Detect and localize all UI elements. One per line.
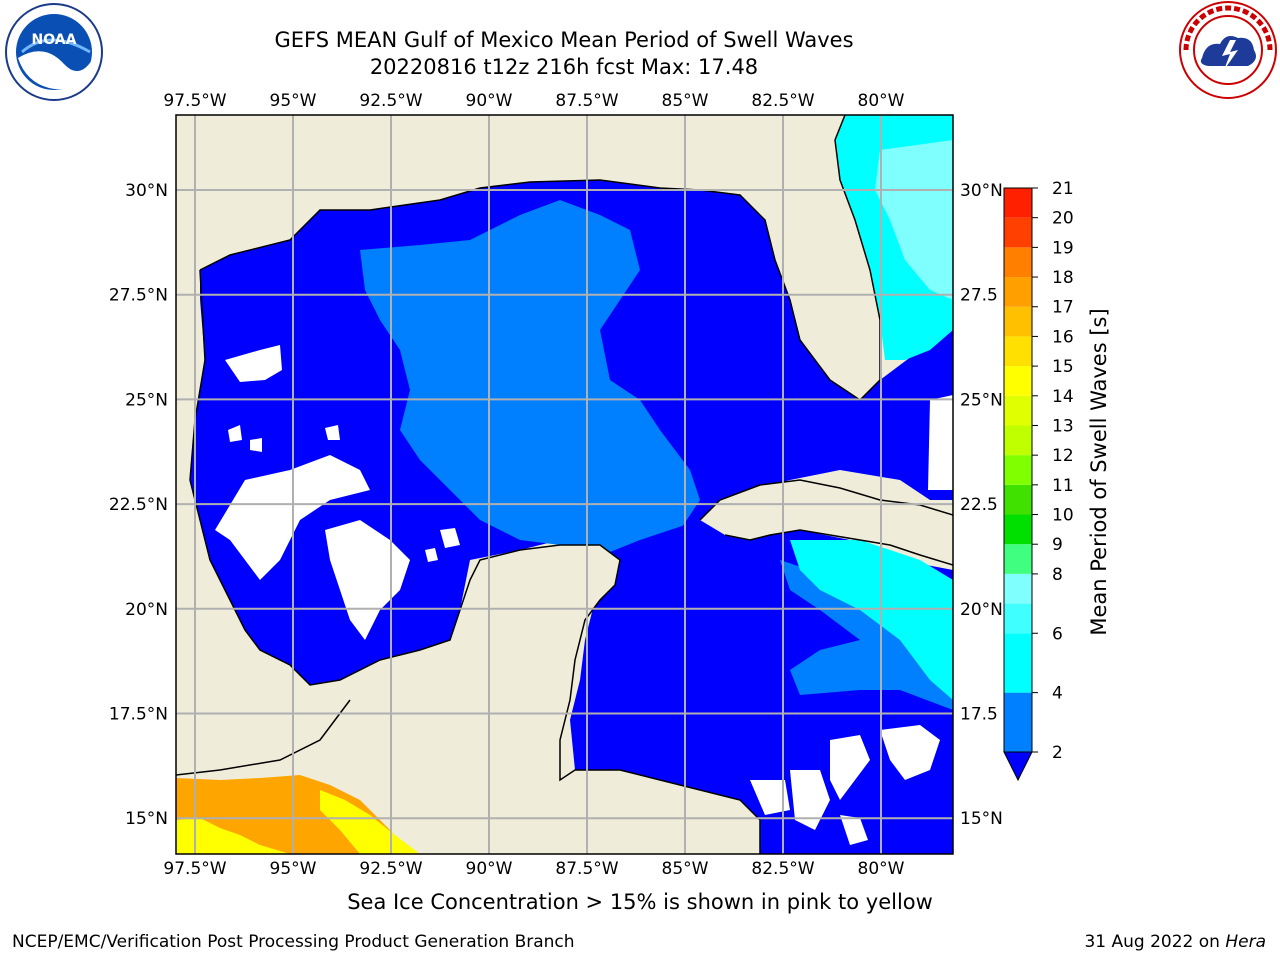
colorbar-tick-label: 19 (1052, 238, 1074, 258)
lon-tick-label: 95°W (270, 91, 317, 111)
lon-tick-label: 87.5°W (555, 91, 618, 111)
footer-date: 31 Aug 2022 on Hera (1084, 932, 1266, 952)
footer-host: Hera (1225, 932, 1266, 952)
colorbar-segment (1004, 544, 1032, 574)
colorbar-segment (1004, 188, 1032, 218)
colorbar-segment (1004, 336, 1032, 367)
colorbar-segment (1004, 692, 1032, 752)
lat-tick-label: 17.5°N (109, 705, 168, 725)
lon-tick-label: 85°W (662, 91, 709, 111)
lon-tick-label: 82.5°W (751, 859, 814, 879)
colorbar-tick-label: 14 (1052, 387, 1074, 407)
footer-credit: NCEP/EMC/Verification Post Processing Pr… (12, 932, 575, 952)
colorbar-segment (1004, 573, 1032, 604)
caribbean-swell-4-6 (780, 560, 953, 710)
lon-labels-bottom: 97.5°W 95°W 92.5°W 90°W 87.5°W 85°W 82.5°W 80°W (163, 859, 904, 879)
colorbar-frame (1003, 187, 1033, 753)
lon-tick-label: 90°W (466, 91, 513, 111)
lat-labels-right: 30°N 27.5 25°N 22.5 20°N 17.5 15°N (960, 181, 1003, 829)
lat-tick-label: 17.5 (960, 705, 998, 725)
lon-tick-label: 90°W (466, 859, 513, 879)
colorbar-segment (1004, 247, 1032, 278)
map-gridlines (176, 115, 953, 854)
colorbar-tick-label: 15 (1052, 357, 1074, 377)
lon-tick-label: 85°W (662, 859, 709, 879)
colorbar-tick-label: 4 (1052, 684, 1063, 704)
colorbar-tick-label: 10 (1052, 506, 1074, 526)
colorbar-segment (1004, 484, 1032, 515)
lon-tick-label: 92.5°W (359, 859, 422, 879)
lat-tick-label: 20°N (125, 600, 168, 620)
colorbar-label: Mean Period of Swell Waves [s] (1087, 308, 1111, 635)
colorbar-segment (1004, 395, 1032, 426)
colorbar-tick-label: 11 (1052, 476, 1074, 496)
noaa-logo-icon: NOAA (5, 3, 103, 101)
colorbar-tick-label: 6 (1052, 624, 1063, 644)
colorbar-segment (1004, 633, 1032, 693)
colorbar-tick-label: 2 (1052, 743, 1063, 763)
colorbar-tick-label: 13 (1052, 416, 1074, 436)
colorbar-tick-label: 8 (1052, 565, 1063, 585)
map-subtitle: 20220816 t12z 216h fcst Max: 17.48 (369, 55, 759, 79)
lat-labels-left: 30°N 27.5°N 25°N 22.5°N 20°N 17.5°N 15°N (109, 181, 168, 829)
atlantic-swell-8-9 (875, 140, 953, 300)
lat-tick-label: 22.5 (960, 495, 998, 515)
map-frame (175, 114, 954, 855)
colorbar-segment (1004, 514, 1032, 545)
lat-tick-label: 30°N (960, 181, 1003, 201)
footer-date-text: 31 Aug 2022 on (1084, 932, 1226, 952)
lat-tick-label: 20°N (960, 600, 1003, 620)
caribbean-swell-6-8 (790, 540, 953, 700)
noaa-logo-text: NOAA (32, 32, 77, 48)
colorbar-segment (1004, 217, 1032, 248)
colorbar-segment (1004, 306, 1032, 337)
sea-ice-yellow-south (176, 818, 290, 854)
colorbar-segment (1004, 366, 1032, 396)
colorbar-tick-label: 9 (1052, 535, 1063, 555)
colorbar-segment (1004, 603, 1032, 634)
colorbar-tick-label: 21 (1052, 179, 1074, 199)
lat-tick-label: 27.5°N (109, 286, 168, 306)
gulf-swell-4-6 (360, 200, 700, 610)
lon-tick-label: 95°W (270, 859, 317, 879)
colorbar-segment (1004, 277, 1032, 307)
colorbar-tick-label: 18 (1052, 268, 1074, 288)
yucatan-land (176, 545, 760, 854)
lon-labels-top: 97.5°W 95°W 92.5°W 90°W 87.5°W 85°W 82.5°W 80°W (163, 91, 904, 111)
lat-tick-label: 25°N (125, 390, 168, 410)
lat-tick-label: 15°N (125, 809, 168, 829)
colorbar-tick-label: 20 (1052, 209, 1074, 229)
map-title: GEFS MEAN Gulf of Mexico Mean Period of … (274, 28, 854, 52)
colorbar-segment (1004, 455, 1032, 485)
colorbar-tick-label: 17 (1052, 298, 1074, 318)
colorbar-extend-arrow (1003, 751, 1033, 782)
lat-tick-label: 27.5 (960, 286, 998, 306)
nws-logo-icon (1179, 1, 1277, 99)
lat-tick-label: 22.5°N (109, 495, 168, 515)
map-panel (176, 115, 953, 854)
lat-tick-label: 15°N (960, 809, 1003, 829)
colorbar-tick-label: 12 (1052, 446, 1074, 466)
lon-tick-label: 87.5°W (555, 859, 618, 879)
colorbar-tick-label: 16 (1052, 327, 1074, 347)
lon-tick-label: 97.5°W (163, 859, 226, 879)
lon-tick-label: 97.5°W (163, 91, 226, 111)
lon-tick-label: 80°W (858, 859, 905, 879)
sea-ice-yellow (320, 790, 420, 854)
lon-tick-label: 92.5°W (359, 91, 422, 111)
lon-tick-label: 82.5°W (751, 91, 814, 111)
lon-tick-label: 80°W (858, 91, 905, 111)
colorbar-segment (1004, 425, 1032, 456)
lat-tick-label: 25°N (960, 390, 1003, 410)
colorbar: 2 4 6 8 9 10 11 12 13 14 15 16 17 18 19 20 21 (1003, 179, 1074, 782)
lat-tick-label: 30°N (125, 181, 168, 201)
sea-ice-caption: Sea Ice Concentration > 15% is shown in … (347, 890, 933, 914)
